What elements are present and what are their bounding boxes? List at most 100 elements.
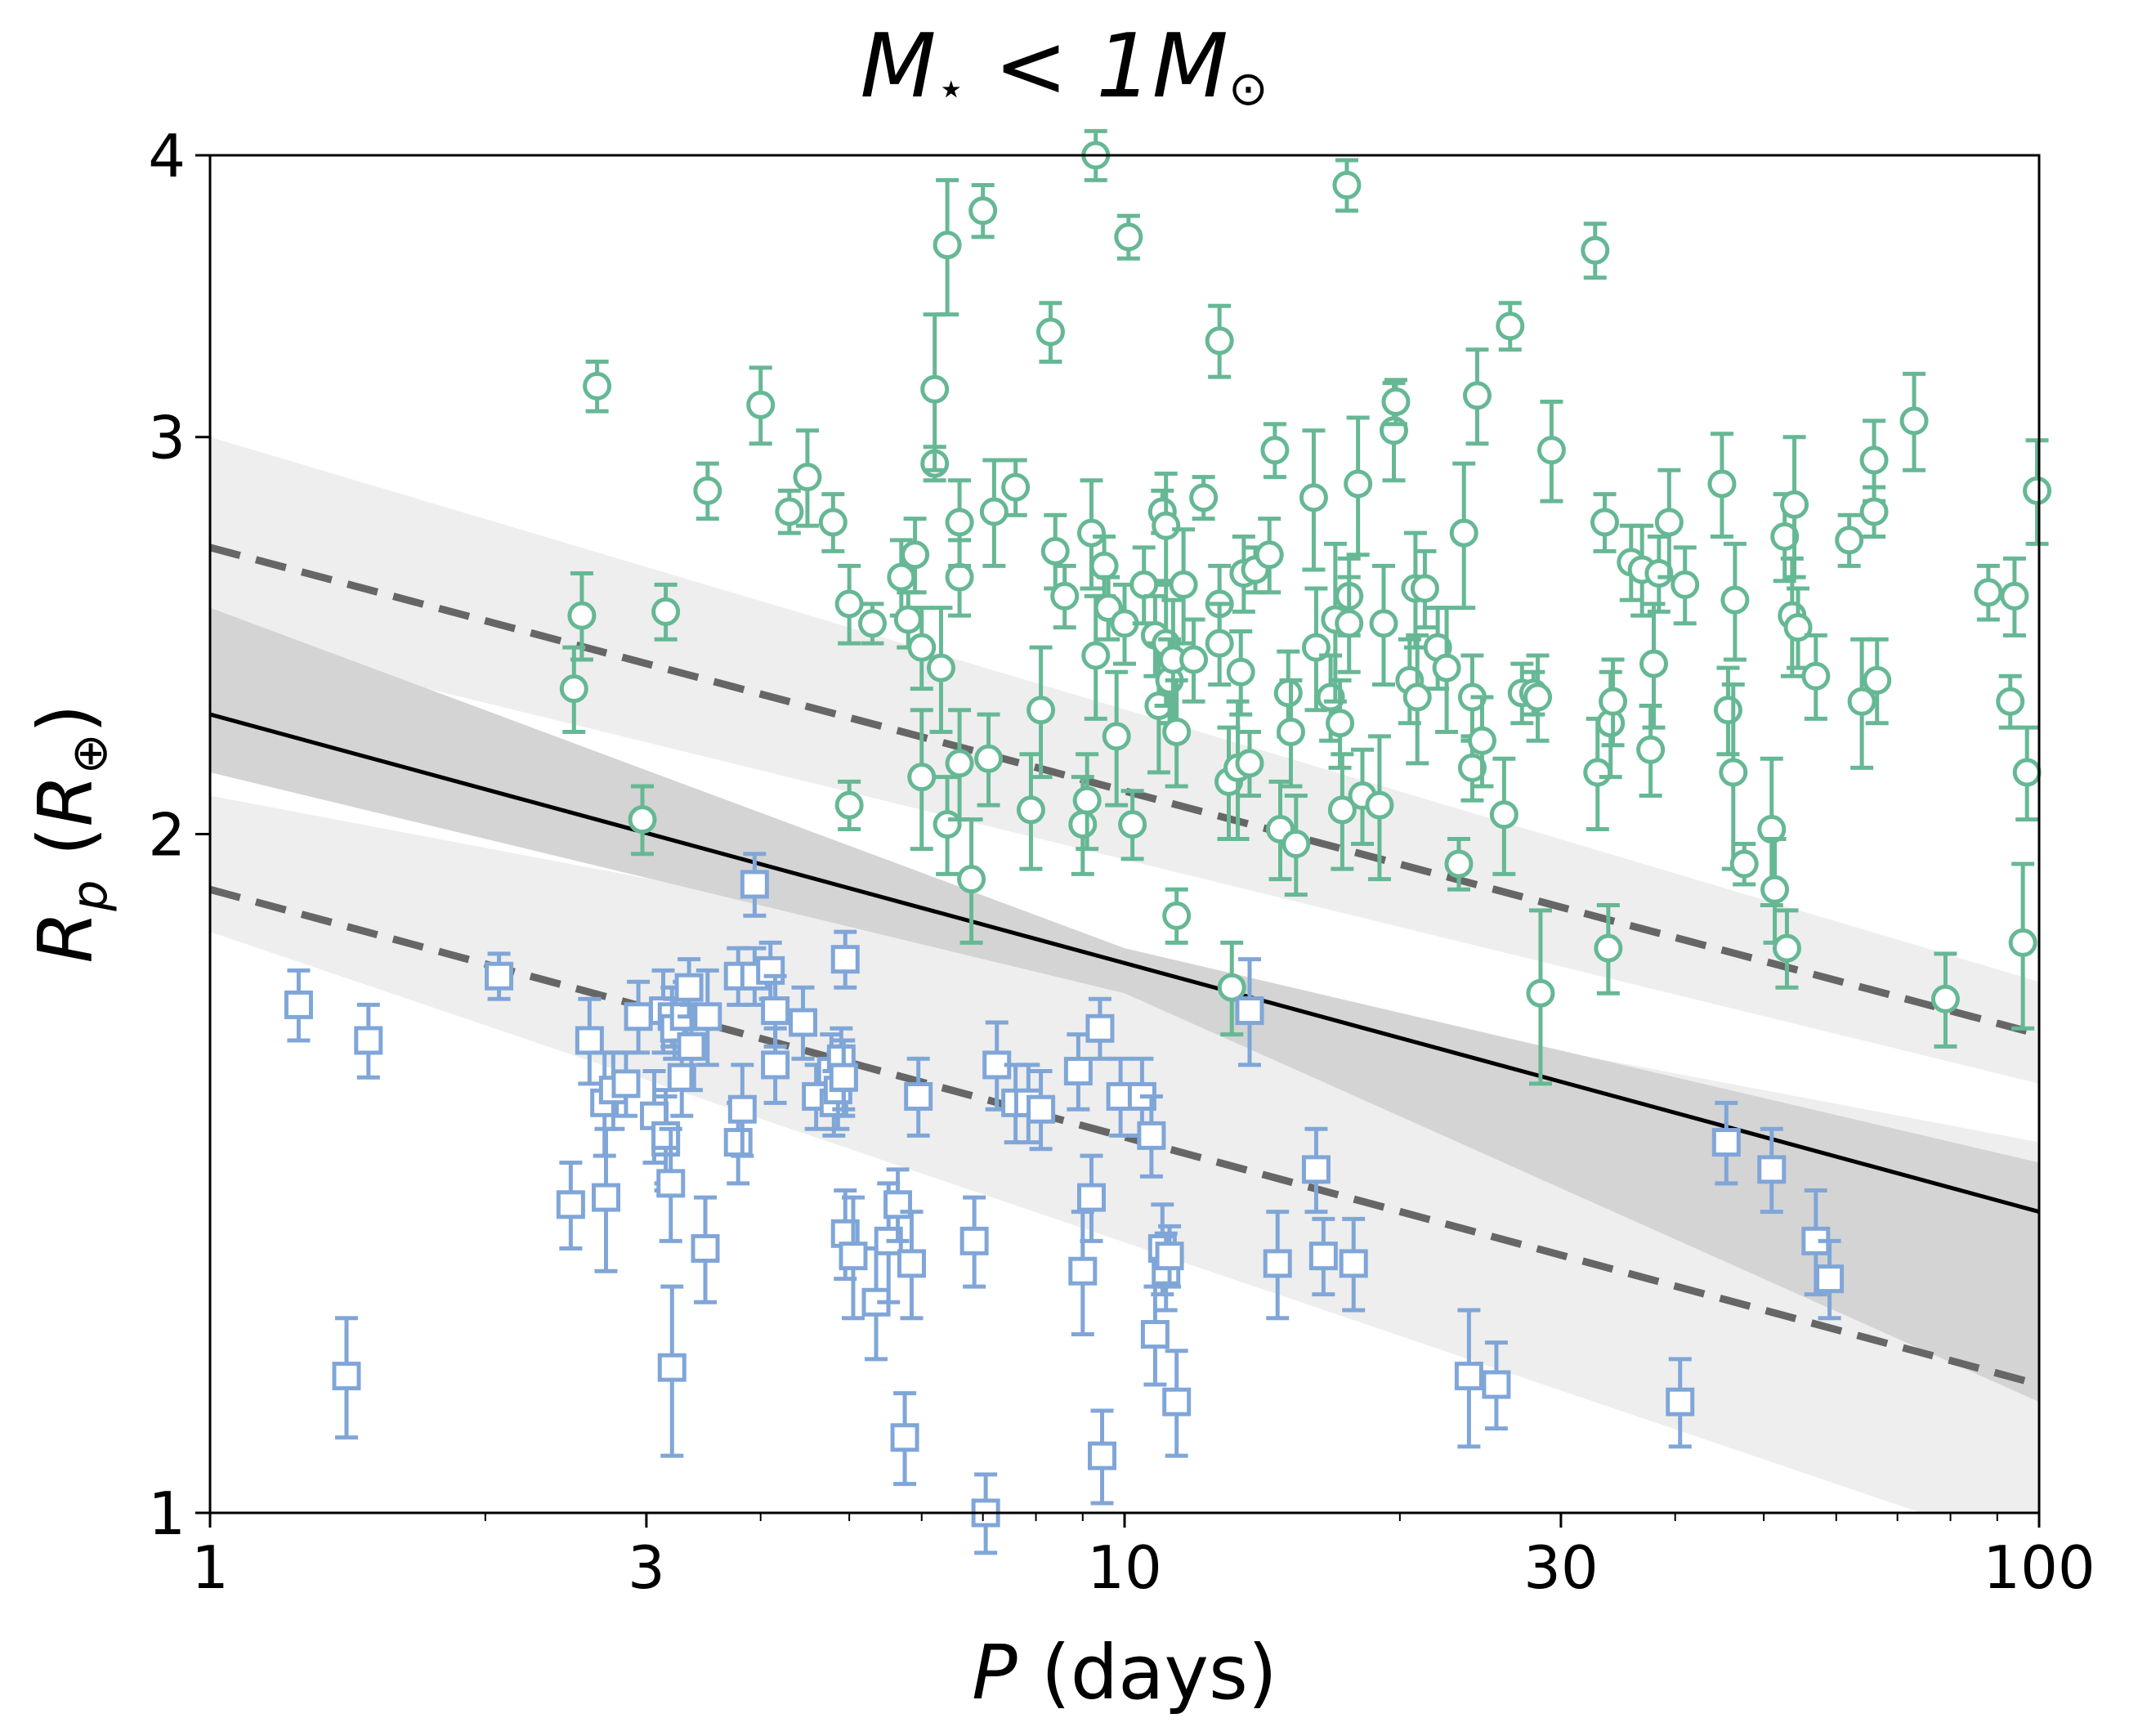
data-point (1040, 512, 1070, 591)
circle-marker (1402, 682, 1432, 712)
data-point (1072, 752, 1102, 852)
data-point (1780, 435, 1809, 579)
data-point (1760, 837, 1790, 945)
data-point (740, 852, 769, 918)
data-point (1001, 458, 1031, 517)
y-tick-label: 3 (148, 404, 186, 472)
data-point (1711, 1100, 1741, 1186)
circle-marker (933, 810, 962, 839)
data-point (1276, 678, 1305, 789)
data-point (1996, 673, 2025, 730)
circle-marker (1801, 661, 1831, 691)
data-point (1636, 704, 1666, 799)
y-tick-label: 1 (148, 1479, 186, 1548)
data-point (591, 1126, 620, 1273)
circle-marker (1863, 665, 1892, 695)
square-marker (1068, 1256, 1098, 1286)
x-axis-unit: (days) (1018, 1629, 1277, 1716)
data-point (897, 1210, 926, 1321)
circle-marker (1449, 518, 1478, 548)
circle-marker (1636, 735, 1666, 764)
square-marker (830, 945, 860, 974)
data-point (575, 996, 604, 1086)
data-point (761, 1026, 790, 1105)
circle-marker (1255, 540, 1284, 570)
data-point (2012, 725, 2042, 822)
x-tick-label: 10 (1087, 1533, 1162, 1602)
svg-text:Rp (R⊕): Rp (R⊕) (22, 704, 119, 963)
square-marker (727, 1094, 757, 1124)
series-green-circles (559, 128, 2052, 1086)
data-point (1639, 602, 1668, 730)
square-marker (740, 870, 769, 899)
title-relation: < 1M (966, 16, 1228, 118)
square-marker (1482, 1370, 1511, 1399)
data-point (1189, 475, 1219, 521)
circle-marker (1162, 901, 1192, 930)
square-marker (1140, 1320, 1170, 1349)
data-point (1263, 1210, 1292, 1321)
circle-marker (1326, 709, 1355, 738)
square-marker (354, 1026, 383, 1055)
square-marker (1815, 1264, 1845, 1294)
circle-marker (775, 497, 804, 526)
circle-marker (1001, 472, 1031, 502)
upper-dashed-line (210, 544, 2039, 1038)
square-marker (904, 1081, 933, 1111)
circle-marker (1129, 570, 1159, 599)
data-point (1102, 669, 1131, 808)
circle-marker (651, 597, 681, 626)
data-point (1707, 432, 1737, 539)
circle-marker (1076, 518, 1106, 548)
data-point (1327, 752, 1357, 871)
circle-marker (1996, 687, 2025, 716)
square-marker (677, 1031, 706, 1061)
data-point (907, 708, 937, 852)
chart-title: M⋆ < 1M⊙ (860, 16, 1268, 118)
data-point (1594, 902, 1623, 996)
data-point (332, 1316, 361, 1440)
circle-marker (1583, 758, 1612, 787)
circle-marker (1639, 649, 1668, 678)
x-axis-var: P (972, 1629, 1018, 1716)
circle-marker (1114, 222, 1143, 252)
data-point (1654, 468, 1684, 579)
square-marker (1085, 1013, 1115, 1043)
data-point (901, 517, 930, 595)
circle-marker (957, 865, 986, 894)
circle-marker (1930, 984, 1960, 1013)
square-marker (656, 1169, 686, 1198)
center-confidence-band (210, 607, 2039, 1403)
circle-marker (1489, 800, 1518, 830)
circle-marker (1713, 696, 1742, 725)
square-marker (591, 1183, 620, 1212)
data-point (1016, 752, 1045, 871)
circle-marker (1276, 717, 1305, 746)
circle-marker (793, 463, 822, 492)
data-point (656, 1126, 686, 1243)
circle-marker (1859, 497, 1889, 526)
circle-marker (1729, 849, 1759, 879)
data-point (485, 951, 514, 1001)
circle-marker (907, 763, 937, 792)
data-point (1162, 1349, 1192, 1458)
data-point (559, 645, 588, 734)
data-point (830, 929, 860, 990)
square-marker (1301, 1155, 1331, 1184)
square-marker (1063, 1057, 1093, 1086)
circle-marker (1226, 657, 1255, 687)
data-point (789, 985, 818, 1061)
square-marker (789, 1008, 818, 1037)
circle-marker (746, 390, 776, 419)
data-point (1801, 633, 1831, 721)
data-point (746, 365, 776, 446)
circle-marker (945, 749, 974, 778)
square-marker (657, 1353, 687, 1382)
axis-ticks: 1 3 10 30 100 1 2 3 4 (148, 122, 2095, 1602)
circle-marker (2023, 476, 2052, 505)
square-marker (1162, 1387, 1192, 1416)
data-point (1299, 428, 1328, 572)
square-marker (691, 1233, 720, 1263)
square-marker (1088, 1441, 1117, 1470)
